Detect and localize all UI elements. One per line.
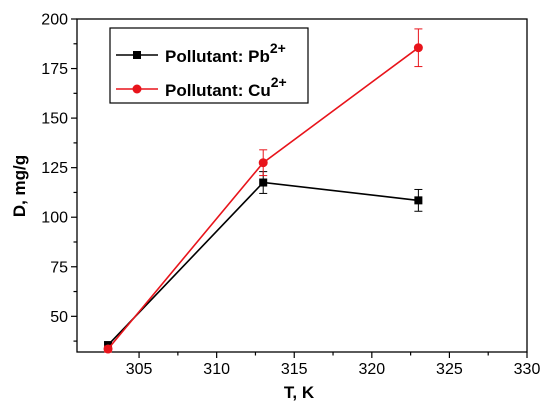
series-pb bbox=[104, 171, 423, 350]
data-point-pb bbox=[259, 178, 268, 187]
y-tick-label: 100 bbox=[41, 210, 68, 227]
x-tick-label: 330 bbox=[514, 361, 541, 378]
y-tick-label: 175 bbox=[41, 61, 68, 78]
x-tick-label: 320 bbox=[358, 361, 385, 378]
x-axis-title: T, K bbox=[284, 383, 315, 402]
y-tick-label: 50 bbox=[50, 309, 68, 326]
series-cu bbox=[103, 28, 423, 354]
axes: 305 310 315 320 325 330 50 75 100 125 150 175 200 bbox=[41, 12, 540, 379]
legend: Pollutant: Pb2+ Pollutant: Cu2+ bbox=[109, 27, 309, 104]
data-point-cu bbox=[103, 344, 113, 354]
x-tick-label: 325 bbox=[436, 361, 463, 378]
legend-marker-pb bbox=[133, 51, 141, 59]
series-line-pb bbox=[107, 181, 419, 346]
data-point-pb bbox=[414, 196, 423, 205]
plot-frame bbox=[76, 18, 528, 353]
legend-box bbox=[109, 27, 309, 104]
series-layer bbox=[103, 28, 423, 354]
legend-marker-cu bbox=[132, 84, 142, 94]
x-tick-label: 310 bbox=[203, 361, 230, 378]
legend-label-cu: Pollutant: Cu2+ bbox=[165, 74, 287, 100]
data-point-cu bbox=[258, 158, 268, 168]
y-tick-label: 200 bbox=[41, 12, 68, 29]
y-axis-title: D, mg/g bbox=[10, 155, 29, 217]
x-tick-label: 305 bbox=[126, 361, 153, 378]
data-point-cu bbox=[413, 43, 423, 53]
y-tick-label: 125 bbox=[41, 160, 68, 177]
legend-label-pb: Pollutant: Pb2+ bbox=[165, 40, 286, 66]
y-tick-label: 150 bbox=[41, 111, 68, 128]
y-tick-label: 75 bbox=[50, 259, 68, 276]
x-tick-label: 315 bbox=[281, 361, 308, 378]
